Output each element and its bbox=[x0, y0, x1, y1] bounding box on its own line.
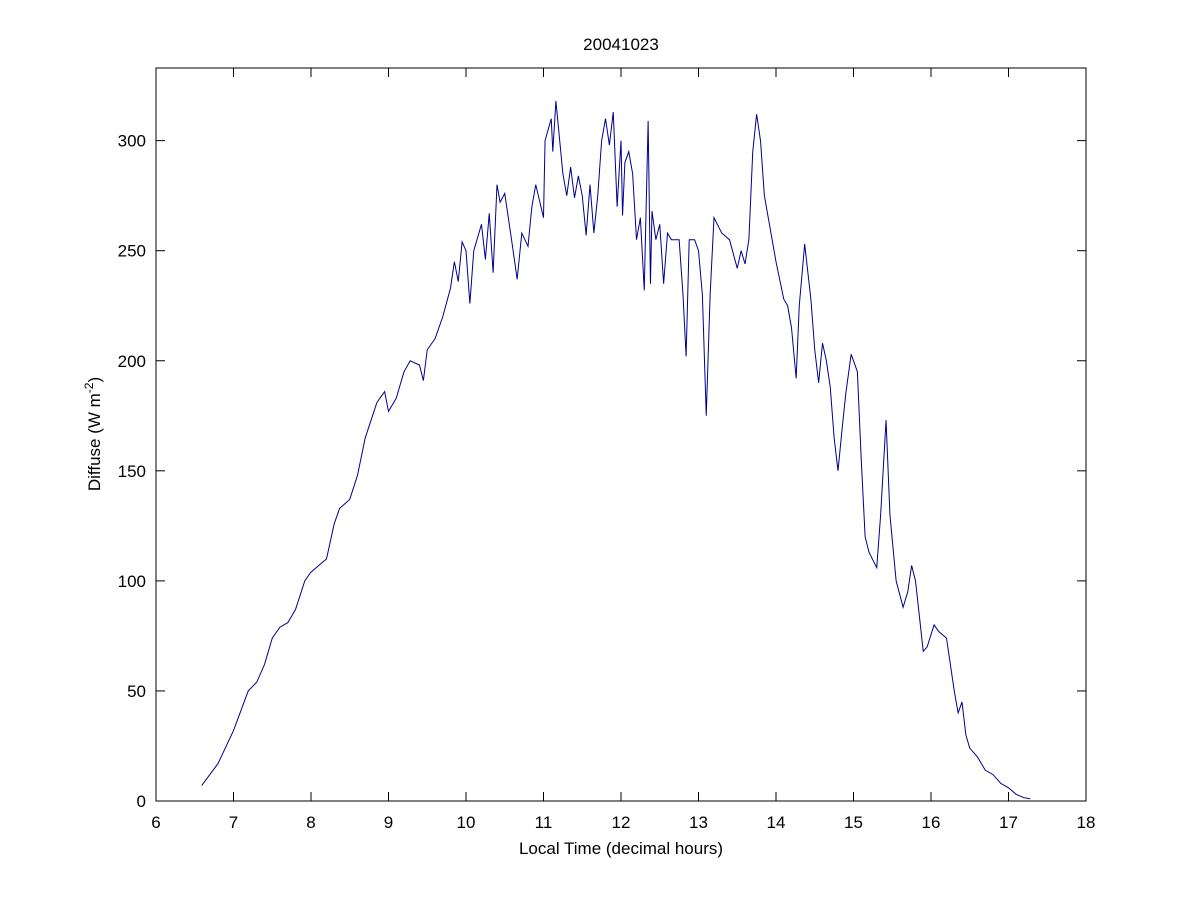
line-series bbox=[201, 100, 1031, 800]
x-tick-label: 17 bbox=[999, 813, 1018, 832]
y-tick-label: 100 bbox=[118, 572, 146, 591]
y-tick-label: 50 bbox=[127, 682, 146, 701]
y-tick-label: 250 bbox=[118, 242, 146, 261]
y-axis-label-suffix: ) bbox=[85, 377, 104, 383]
x-tick-label: 9 bbox=[384, 813, 393, 832]
x-tick-label: 16 bbox=[922, 813, 941, 832]
x-tick-label: 12 bbox=[612, 813, 631, 832]
y-tick-label: 0 bbox=[137, 792, 146, 811]
x-axis-label: Local Time (decimal hours) bbox=[519, 839, 723, 858]
x-tick-label: 14 bbox=[767, 813, 786, 832]
x-tick-label: 15 bbox=[844, 813, 863, 832]
x-tick-label: 11 bbox=[535, 813, 553, 832]
x-tick-label: 8 bbox=[306, 813, 315, 832]
x-tick-label: 6 bbox=[151, 813, 160, 832]
x-tick-label: 18 bbox=[1077, 813, 1096, 832]
y-axis-label-superscript: -2 bbox=[82, 382, 96, 393]
y-axis-label: Diffuse (W m-2) bbox=[82, 377, 104, 491]
plot-frame bbox=[155, 67, 1087, 802]
x-tick-label: 10 bbox=[457, 813, 476, 832]
y-tick-label: 200 bbox=[118, 352, 146, 371]
x-tick-label: 13 bbox=[689, 813, 708, 832]
chart-title: 20041023 bbox=[583, 35, 659, 54]
y-tick-label: 150 bbox=[118, 462, 146, 481]
x-tick-label: 7 bbox=[229, 813, 238, 832]
y-tick-label: 300 bbox=[118, 132, 146, 151]
y-axis-label-text: Diffuse (W m bbox=[85, 393, 104, 491]
